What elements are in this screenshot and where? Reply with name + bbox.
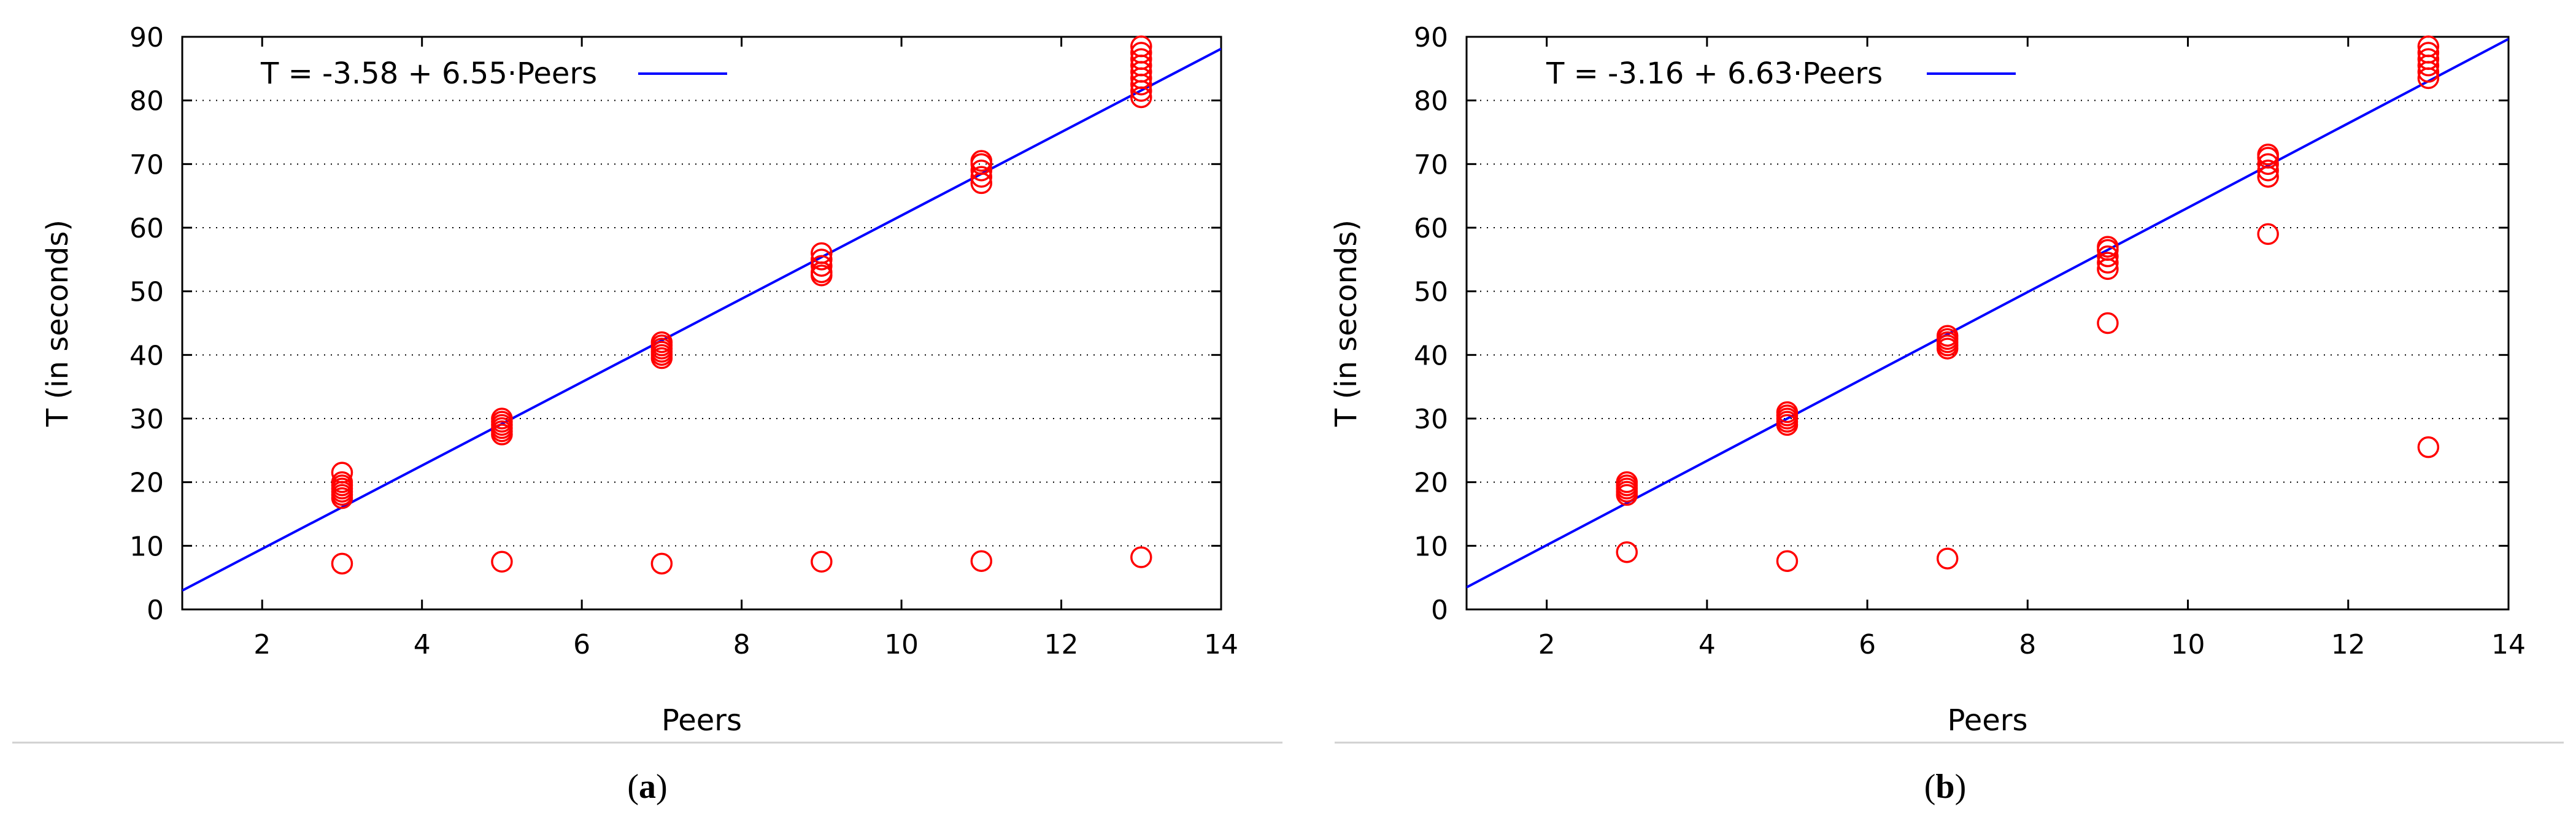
data-point — [1936, 547, 1959, 570]
data-point — [2257, 153, 2279, 176]
data-point — [970, 150, 993, 172]
caption-close-paren: ) — [656, 768, 668, 806]
caption-letter: a — [639, 768, 656, 806]
chart-panel-a: 0 10 20 30 40 50 60 70 80 90 2 4 6 8 10 12 14 Peers T (in … — [12, 22, 1282, 806]
data-point — [970, 166, 993, 188]
y-tick-label: 40 — [129, 340, 164, 371]
x-tick-label: 14 — [2491, 629, 2526, 660]
y-tick-label: 20 — [129, 468, 164, 499]
y-tick-label: 80 — [129, 86, 164, 117]
chart-panel-b: 0 10 20 30 40 50 60 70 80 90 2 4 6 8 10 12 14 Peers T (in … — [1329, 22, 2564, 806]
y-tick-label: 40 — [1414, 340, 1448, 371]
x-tick-label: 6 — [573, 629, 590, 660]
y-tick-label: 80 — [1414, 86, 1448, 117]
x-axis-title: Peers — [1947, 703, 2027, 738]
panel-caption: (b) — [1924, 768, 1966, 806]
plot-frame — [181, 36, 1222, 611]
data-point — [970, 550, 993, 572]
data-point — [2097, 245, 2119, 268]
data-point — [811, 255, 833, 277]
x-tick-label: 8 — [2019, 629, 2036, 660]
data-point — [331, 462, 353, 484]
data-point — [1130, 48, 1152, 71]
x-tick-label: 6 — [1859, 629, 1876, 660]
legend-label: T = -3.16 + 6.63·Peers — [1546, 56, 1883, 91]
data-point — [650, 552, 673, 575]
caption-letter: b — [1935, 768, 1954, 806]
fit-line — [1467, 37, 2509, 589]
data-point — [2097, 312, 2119, 334]
y-tick-label: 50 — [129, 277, 164, 308]
data-point — [811, 249, 833, 271]
data-point — [1936, 325, 1959, 347]
x-tick-label: 4 — [414, 629, 431, 660]
y-tick-label: 30 — [129, 404, 164, 435]
data-point — [331, 552, 353, 575]
fit-line — [182, 47, 1221, 592]
x-tick-label: 2 — [253, 629, 271, 660]
data-point — [331, 471, 353, 493]
data-point — [1776, 550, 1799, 572]
y-tick-label: 90 — [1414, 22, 1448, 53]
x-tick-label: 12 — [2331, 629, 2366, 660]
data-point — [2097, 236, 2119, 258]
x-tick-label: 2 — [1538, 629, 1556, 660]
y-tick-label: 10 — [1414, 531, 1448, 562]
y-tick-label: 60 — [1414, 213, 1448, 244]
y-tick-label: 30 — [1414, 404, 1448, 435]
data-point — [2417, 436, 2440, 458]
data-point — [1616, 541, 1638, 563]
data-point — [2417, 35, 2440, 58]
data-point — [811, 242, 833, 265]
x-tick-label: 10 — [884, 629, 919, 660]
data-point — [2257, 223, 2279, 245]
y-tick-label: 70 — [129, 149, 164, 180]
data-point — [491, 551, 513, 573]
x-tick-label: 10 — [2171, 629, 2205, 660]
data-point — [491, 408, 513, 430]
y-tick-label: 20 — [1414, 468, 1448, 499]
y-tick-label: 10 — [129, 531, 164, 562]
data-point — [650, 331, 673, 354]
data-point — [1130, 42, 1152, 64]
y-tick-label: 50 — [1414, 277, 1448, 308]
y-tick-label: 60 — [129, 213, 164, 244]
y-axis-title: T (in seconds) — [1329, 220, 1363, 427]
data-point — [2257, 144, 2279, 166]
data-point — [1776, 401, 1799, 423]
data-point — [1130, 35, 1152, 58]
x-tick-label: 14 — [1204, 629, 1238, 660]
legend-label: T = -3.58 + 6.55·Peers — [260, 56, 597, 91]
data-point — [2097, 252, 2119, 274]
x-tick-label: 8 — [733, 629, 750, 660]
caption-open-paren: ( — [627, 768, 639, 806]
data-point — [1130, 546, 1152, 568]
y-tick-label: 0 — [1431, 595, 1448, 626]
data-point — [970, 159, 993, 182]
data-point — [2417, 42, 2440, 64]
data-point — [2417, 48, 2440, 71]
caption-open-paren: ( — [1924, 768, 1936, 806]
panel-caption: (a) — [627, 768, 667, 806]
y-axis-title: T (in seconds) — [40, 220, 75, 427]
x-tick-label: 4 — [1699, 629, 1716, 660]
data-point — [2257, 159, 2279, 182]
y-tick-label: 90 — [129, 22, 164, 53]
data-point — [1616, 471, 1638, 493]
caption-close-paren: ) — [1955, 768, 1967, 806]
y-tick-label: 70 — [1414, 149, 1448, 180]
x-axis-title: Peers — [661, 703, 742, 738]
x-tick-label: 12 — [1044, 629, 1079, 660]
plot-frame — [1465, 36, 2510, 611]
data-point — [811, 551, 833, 573]
y-tick-label: 0 — [147, 595, 164, 626]
